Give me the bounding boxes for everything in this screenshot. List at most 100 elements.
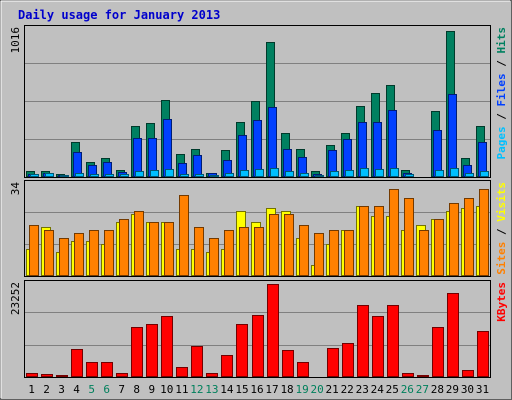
legend-pages: Pages (495, 126, 508, 159)
bar-kbytes-kbytes-day-11 (176, 367, 188, 377)
x-tick-label-day-17: 17 (265, 383, 278, 396)
bar-visits-sites-day-31 (479, 189, 489, 276)
x-tick-label-day-21: 21 (326, 383, 339, 396)
bar-requests-pages-day-11 (180, 174, 189, 177)
bar-requests-pages-day-12 (195, 174, 204, 177)
bar-visits-sites-day-25 (389, 189, 399, 276)
bar-requests-pages-day-31 (480, 171, 489, 177)
bar-requests-pages-day-29 (450, 168, 459, 177)
panel-kbytes: 23252 KBytes (9, 280, 508, 378)
bar-requests-pages-day-16 (255, 169, 264, 177)
bar-visits-sites-day-2 (44, 230, 54, 276)
bar-visits-sites-day-30 (464, 198, 474, 276)
bar-kbytes-kbytes-day-6 (101, 362, 113, 377)
x-tick-label-day-30: 30 (461, 383, 474, 396)
bar-requests-pages-day-9 (150, 170, 159, 177)
bar-visits-sites-day-12 (194, 227, 204, 276)
bar-requests-files-day-25 (388, 110, 397, 177)
bar-requests-pages-day-14 (225, 173, 234, 177)
x-tick-label-day-26: 26 (401, 383, 414, 396)
panel-requests-legend: Pages / Files / Hits (495, 27, 508, 160)
bar-kbytes-kbytes-day-28 (432, 327, 444, 377)
x-tick-label-day-13: 13 (205, 383, 218, 396)
bar-requests-pages-day-10 (165, 169, 174, 177)
bar-visits-sites-day-5 (89, 230, 99, 276)
bar-visits-sites-day-10 (164, 222, 174, 276)
bar-visits-sites-day-24 (374, 206, 384, 276)
x-tick-label-day-12: 12 (190, 383, 203, 396)
bar-requests-pages-day-24 (375, 169, 384, 177)
bar-kbytes-kbytes-day-17 (267, 284, 279, 377)
x-tick-label-day-8: 8 (133, 383, 140, 396)
legend-files: Files (495, 73, 508, 106)
bar-requests-files-day-17 (268, 107, 277, 177)
legend-separator: / (495, 54, 508, 74)
bar-requests-files-day-24 (373, 122, 382, 177)
bar-kbytes-kbytes-day-29 (447, 293, 459, 377)
bar-requests-pages-day-4 (75, 173, 84, 177)
bar-requests-pages-day-30 (465, 173, 474, 177)
bar-requests-pages-day-21 (330, 171, 339, 177)
panel-requests-max-label: 1016 (9, 27, 22, 54)
x-tick-label-day-28: 28 (431, 383, 444, 396)
x-tick-label-day-19: 19 (295, 383, 308, 396)
bar-kbytes-kbytes-day-2 (41, 374, 53, 377)
bar-requests-pages-day-19 (300, 173, 309, 177)
bar-kbytes-kbytes-day-22 (342, 343, 354, 377)
x-tick-label-day-15: 15 (235, 383, 248, 396)
bar-requests-files-day-12 (193, 155, 202, 177)
bar-requests-pages-day-25 (390, 168, 399, 177)
bar-visits-sites-day-26 (404, 198, 414, 276)
bar-requests-pages-day-17 (270, 168, 279, 177)
bar-requests-files-day-16 (253, 120, 262, 177)
bar-visits-sites-day-18 (284, 214, 294, 276)
x-tick-label-day-25: 25 (386, 383, 399, 396)
bar-kbytes-kbytes-day-12 (191, 346, 203, 377)
bar-kbytes-kbytes-day-1 (26, 373, 38, 377)
bar-requests-pages-day-15 (240, 170, 249, 177)
bar-requests-pages-day-2 (45, 173, 54, 177)
bar-visits-sites-day-27 (419, 230, 429, 276)
panel-visits: 34 Sites / Visits (9, 180, 508, 277)
bar-kbytes-kbytes-day-16 (252, 315, 264, 377)
panel-visits-legend: Sites / Visits (495, 182, 508, 275)
bar-kbytes-kbytes-day-7 (116, 373, 128, 377)
bar-kbytes-kbytes-day-18 (282, 350, 294, 377)
bar-kbytes-kbytes-day-15 (236, 324, 248, 377)
bar-visits-sites-day-11 (179, 195, 189, 276)
bar-requests-files-day-4 (73, 152, 82, 177)
x-tick-label-day-22: 22 (341, 383, 354, 396)
legend-separator: / (495, 107, 508, 127)
bar-visits-sites-day-3 (59, 238, 69, 276)
bar-requests-pages-day-23 (360, 168, 369, 177)
x-tick-label-day-2: 2 (43, 383, 50, 396)
bar-visits-sites-day-1 (29, 225, 39, 276)
x-tick-label-day-9: 9 (148, 383, 155, 396)
x-tick-label-day-23: 23 (356, 383, 369, 396)
bar-kbytes-kbytes-day-23 (357, 305, 369, 377)
x-tick-label-day-18: 18 (280, 383, 293, 396)
bar-requests-pages-day-20 (315, 175, 324, 177)
bar-kbytes-kbytes-day-24 (372, 316, 384, 377)
x-tick-label-day-6: 6 (103, 383, 110, 396)
bar-visits-sites-day-28 (434, 219, 444, 276)
bar-visits-sites-day-8 (134, 211, 144, 276)
bar-requests-pages-day-7 (120, 174, 129, 177)
x-tick-label-day-5: 5 (88, 383, 95, 396)
panel-visits-max-label: 34 (9, 182, 22, 196)
x-tick-label-day-24: 24 (371, 383, 385, 396)
x-tick-label-day-7: 7 (118, 383, 125, 396)
bar-visits-sites-day-15 (239, 227, 249, 276)
bar-kbytes-kbytes-day-13 (206, 373, 218, 377)
bar-requests-pages-day-8 (135, 171, 144, 177)
x-tick-label-day-29: 29 (446, 383, 459, 396)
bar-visits-sites-day-22 (344, 230, 354, 276)
x-tick-label-day-1: 1 (28, 383, 35, 396)
x-tick-label-day-4: 4 (73, 383, 80, 396)
x-tick-label-day-3: 3 (58, 383, 65, 396)
x-tick-label-day-16: 16 (250, 383, 263, 396)
bar-visits-sites-day-6 (104, 230, 114, 276)
panel-requests: 1016 Pages / Files / Hits (9, 25, 508, 178)
bar-requests-pages-day-13 (210, 175, 219, 177)
